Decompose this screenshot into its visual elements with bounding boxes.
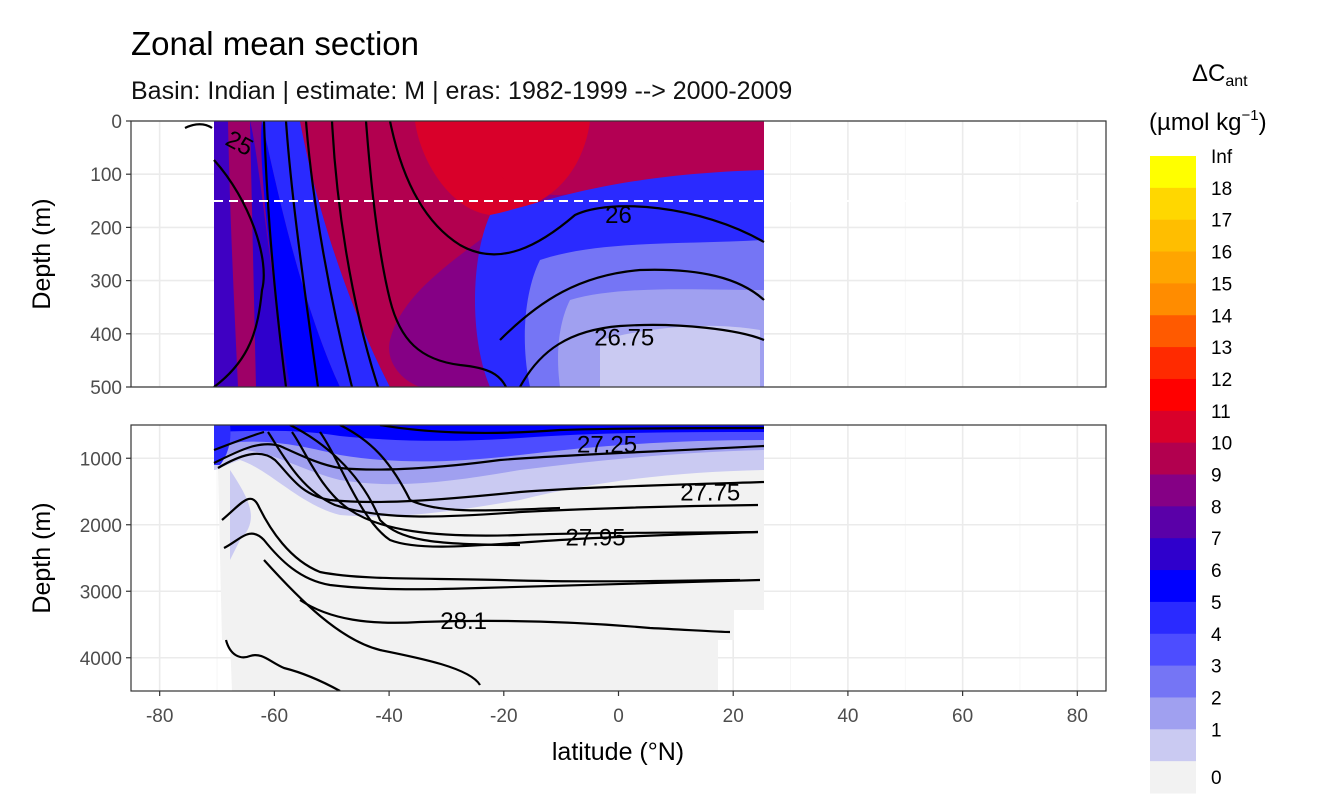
lower-isopycnals — [213, 425, 765, 691]
legend-break-label: 2 — [1211, 688, 1222, 709]
x-tick-label: 20 — [723, 706, 744, 727]
legend-break-label: 18 — [1211, 179, 1232, 200]
chart-subtitle: Basin: Indian | estimate: M | eras: 1982… — [131, 77, 792, 105]
y-axis-label-upper: Depth (m) — [28, 198, 56, 309]
legend-color-key — [1150, 729, 1196, 762]
legend-color-key — [1150, 410, 1196, 444]
y-tick-label: 400 — [90, 325, 122, 346]
legend-break-label: 4 — [1211, 625, 1222, 646]
upper-isopycnals — [184, 121, 765, 387]
legend-break-label: 6 — [1211, 561, 1222, 582]
legend-color-key — [1150, 601, 1196, 635]
legend-color-key — [1150, 474, 1196, 507]
legend-color-key — [1150, 538, 1196, 571]
legend-color-key — [1150, 315, 1196, 348]
legend-color-key — [1150, 187, 1196, 221]
legend-break-label: 17 — [1211, 211, 1232, 232]
legend-break-label: 3 — [1211, 657, 1222, 678]
color-legend: ΔCant (µmol kg−1) Inf1817161514131211109… — [1149, 60, 1267, 794]
y-tick-label: 4000 — [80, 649, 122, 670]
x-tick-label: 40 — [837, 706, 858, 727]
legend-break-label: 15 — [1211, 274, 1232, 295]
isopycnal-label: 28.1 — [440, 608, 487, 635]
legend-color-key — [1150, 570, 1196, 603]
chart-title: Zonal mean section — [131, 25, 419, 62]
x-tick-label: -20 — [490, 706, 517, 727]
lower-depth-panel — [130, 424, 1107, 692]
y-tick-label: 3000 — [80, 582, 122, 603]
x-axis-label: latitude (°N) — [552, 738, 684, 766]
legend-color-key — [1150, 156, 1196, 189]
legend-break-label: 12 — [1211, 370, 1232, 391]
legend-units: (µmol kg−1) — [1149, 107, 1267, 136]
legend-color-key — [1150, 219, 1196, 253]
x-tick-label: 0 — [613, 706, 624, 727]
legend-break-label: 7 — [1211, 529, 1222, 550]
y-tick-label: 0 — [111, 112, 122, 133]
legend-color-key — [1150, 347, 1196, 380]
y-tick-label: 300 — [90, 272, 122, 293]
legend-color-key — [1150, 506, 1196, 539]
isopycnal-label: 27.25 — [577, 432, 637, 459]
legend-break-label: 16 — [1211, 243, 1232, 264]
legend-break-label: 9 — [1211, 466, 1222, 487]
y-tick-label: 200 — [90, 218, 122, 239]
upper-depth-panel — [130, 120, 1107, 388]
legend-color-key — [1150, 251, 1196, 284]
legend-color-key — [1150, 761, 1196, 794]
y-tick-label: 100 — [90, 165, 122, 186]
x-tick-label: -40 — [375, 706, 402, 727]
legend-break-label: 10 — [1211, 434, 1232, 455]
legend-color-key — [1150, 633, 1196, 667]
x-tick-label: -60 — [261, 706, 288, 727]
legend-break-label: 5 — [1211, 593, 1222, 614]
legend-break-label: 11 — [1211, 402, 1231, 423]
legend-break-label: 0 — [1211, 768, 1222, 789]
isopycnal-label: 27.75 — [680, 480, 740, 507]
y-tick-label: 2000 — [80, 516, 122, 537]
isopycnal-label: 26 — [605, 202, 632, 229]
legend-color-key — [1150, 442, 1196, 476]
legend-color-key — [1150, 378, 1196, 412]
legend-color-key — [1150, 283, 1196, 316]
legend-break-label: Inf — [1211, 147, 1233, 168]
legend-color-key — [1150, 697, 1196, 730]
y-tick-label: 500 — [90, 378, 122, 399]
legend-title: ΔCant — [1192, 60, 1248, 90]
legend-break-label: 14 — [1211, 306, 1233, 327]
legend-break-label: 1 — [1211, 720, 1222, 741]
isopycnal-label: 27.95 — [566, 525, 626, 552]
isopycnal-label: 26.75 — [594, 324, 654, 351]
legend-color-key — [1150, 665, 1196, 699]
y-tick-label: 1000 — [80, 449, 122, 470]
legend-break-label: 13 — [1211, 338, 1232, 359]
x-tick-label: -80 — [146, 706, 173, 727]
legend-break-label: 8 — [1211, 497, 1222, 518]
y-axis-label-lower: Depth (m) — [28, 502, 56, 613]
x-tick-label: 60 — [952, 706, 973, 727]
x-tick-label: 80 — [1067, 706, 1088, 727]
upper-panel-field — [214, 121, 764, 387]
